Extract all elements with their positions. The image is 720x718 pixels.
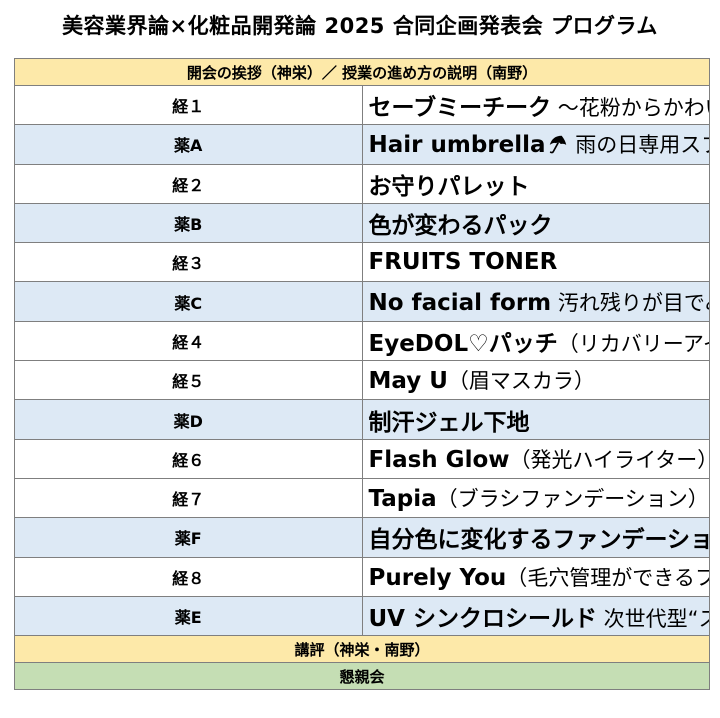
umbrella-icon [549,136,566,154]
presentation-code: 経２ [14,163,363,204]
opening-label: 開会の挨拶（神栄）／ 授業の進め方の説明（南野） [14,58,710,86]
party-label: 懇親会 [14,662,710,691]
page-title: 美容業界論×化粧品開発論 2025 合同企画発表会 プログラム [62,14,658,38]
product-description: （発光ハイライター） [509,447,710,472]
product-name: UV シンクロシールド [368,606,597,632]
program-row: 経５ May U（眉マスカラ） [14,360,710,401]
product-name: FRUITS TONER [368,249,558,276]
presentation-content: 自分色に変化するファンデーション [361,517,710,558]
product-description: ～花粉からかわいいを守る～ [557,96,709,121]
presentation-content: May U（眉マスカラ） [361,360,710,401]
presentation-code: 薬A [14,124,363,165]
presentation-code: 薬C [14,281,363,322]
presentation-content: セーブミーチーク ～花粉からかわいいを守る～ [361,84,710,126]
product-name: 色が変わるパック [368,213,553,240]
product-name: セーブミーチーク [368,95,552,122]
program-row: 薬A Hair umbrella 雨の日専用スプレー型ヘアオイル [14,124,710,165]
program-row: 薬E UV シンクロシールド 次世代型“スマート日焼け止め [14,595,710,637]
opening-row: 開会の挨拶（神栄）／ 授業の進め方の説明（南野） [14,58,710,86]
presentation-code: 経６ [14,438,363,479]
presentation-content: Hair umbrella 雨の日専用スプレー型ヘアオイル [361,124,710,165]
party-row: 懇親会 [14,662,710,691]
product-name: Flash Glow [368,446,510,473]
program-row: 経８ Purely You（毛穴管理ができるファンデーション） [14,556,710,597]
program-row: 経１ セーブミーチーク ～花粉からかわいいを守る～ [14,84,710,126]
program-row: 経４ EyeDOL♡パッチ（リカバリーアイパッチ） [14,320,710,362]
presentation-content: Tapia（ブラシファンデーション） [361,477,710,519]
product-description: 汚れ残りが目でみてわかる洗顔料 [557,290,709,315]
product-name: No facial form [368,289,552,316]
presentation-code: 経３ [14,242,363,283]
program-row: 経３ FRUITS TONER [14,242,710,283]
presentation-code: 経５ [14,360,363,401]
presentation-code: 経８ [14,556,363,597]
presentation-code: 経４ [14,320,363,362]
program-row: 薬C No facial form 汚れ残りが目でみてわかる洗顔料 [14,281,710,322]
product-description: （リカバリーアイパッチ） [557,331,709,356]
presentation-code: 薬F [14,517,363,558]
presentation-code: 経７ [14,477,363,519]
product-description: （眉マスカラ） [447,369,595,394]
product-name: 自分色に変化するファンデーション [368,527,710,554]
presentation-content: UV シンクロシールド 次世代型“スマート日焼け止め [361,595,710,637]
product-description: （毛穴管理ができるファンデーション） [506,565,708,590]
presentation-content: お守りパレット [361,163,710,204]
product-name: 制汗ジェル下地 [368,409,530,436]
presentation-code: 薬D [14,399,363,440]
product-name: Purely You [368,564,507,591]
review-label: 講評（神栄・南野） [14,635,710,664]
presentation-content: EyeDOL♡パッチ（リカバリーアイパッチ） [361,320,710,362]
program-row: 薬B 色が変わるパック [14,202,710,244]
presentation-content: Purely You（毛穴管理ができるファンデーション） [361,556,710,597]
program-row: 経６ Flash Glow（発光ハイライター） [14,438,710,479]
program-row: 経７ Tapia（ブラシファンデーション） [14,477,710,519]
review-row: 講評（神栄・南野） [14,635,710,664]
product-description: 次世代型“スマート日焼け止め [603,607,709,631]
program-row: 薬D 制汗ジェル下地 [14,399,710,440]
product-name: May U [368,368,448,395]
presentation-code: 経１ [14,84,363,126]
program-row: 薬F 自分色に変化するファンデーション [14,517,710,558]
product-name: Hair umbrella [368,132,546,159]
presentation-content: No facial form 汚れ残りが目でみてわかる洗顔料 [361,281,710,322]
presentation-content: FRUITS TONER [361,242,710,283]
product-description: （ブラシファンデーション） [436,487,709,512]
presentation-content: Flash Glow（発光ハイライター） [361,438,710,479]
presentation-code: 薬B [14,202,363,244]
product-description: 雨の日専用スプレー型ヘアオイル [575,133,710,158]
program-table: 開会の挨拶（神栄）／ 授業の進め方の説明（南野） 経１ セーブミーチーク ～花粉… [14,58,710,691]
presentation-content: 色が変わるパック [361,202,710,244]
product-name: お守りパレット [368,173,530,200]
program-row: 経２ お守りパレット [14,163,710,204]
product-name: EyeDOL♡パッチ [368,330,558,357]
product-name: Tapia [368,486,437,513]
presentation-content: 制汗ジェル下地 [361,399,710,440]
presentation-code: 薬E [14,595,363,637]
